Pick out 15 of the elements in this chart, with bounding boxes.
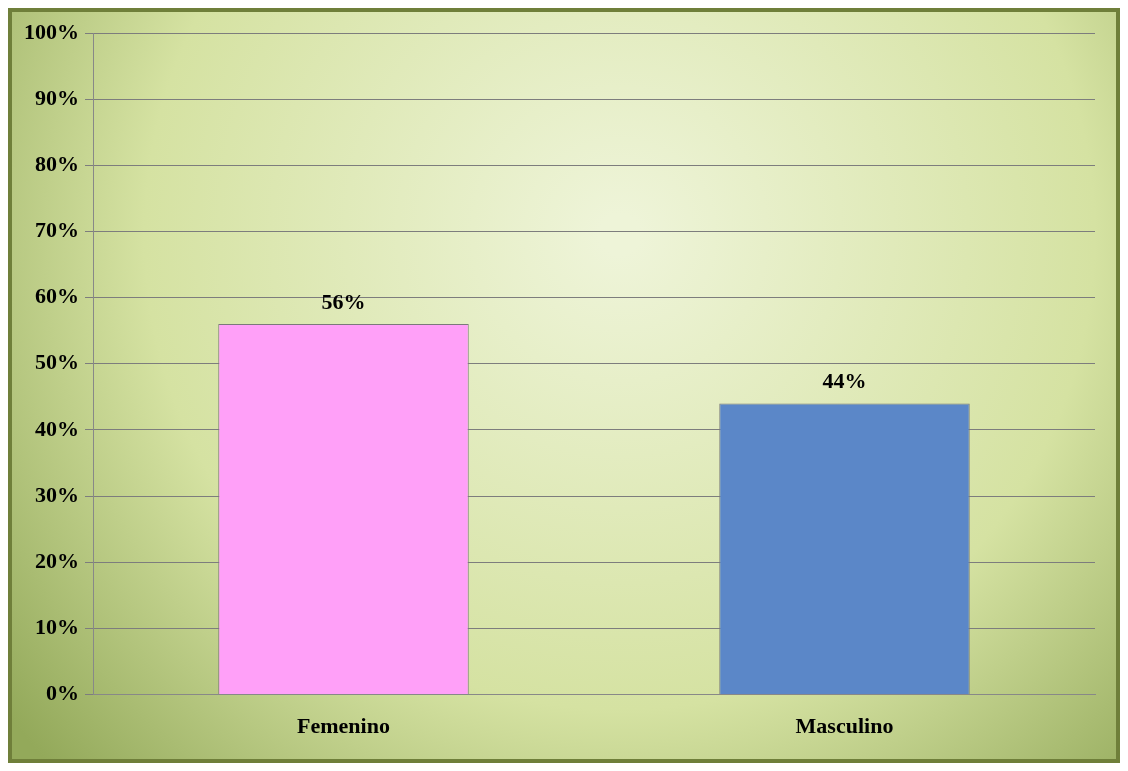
y-tick-label: 0% [46, 680, 79, 706]
x-tick-label: Femenino [297, 713, 390, 739]
y-tick-label: 50% [35, 349, 79, 375]
data-label: 44% [822, 368, 867, 394]
y-tick-label: 40% [35, 415, 79, 441]
y-tick-label: 100% [24, 18, 79, 44]
y-tick-label: 20% [35, 547, 79, 573]
y-tick-label: 70% [35, 217, 79, 243]
data-label: 56% [321, 288, 366, 314]
x-tick-label: Masculino [795, 713, 894, 739]
y-tick-label: 80% [35, 151, 79, 177]
y-tick-label: 30% [35, 481, 79, 507]
y-tick-label: 90% [35, 84, 79, 110]
y-tick-label: 60% [35, 283, 79, 309]
y-tick-label: 10% [35, 614, 79, 640]
